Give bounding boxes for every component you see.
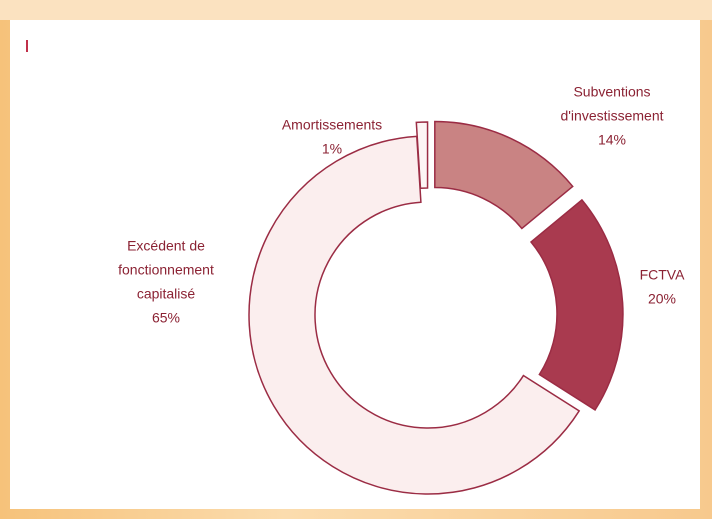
segment-label: Amortissements bbox=[282, 117, 382, 133]
value-label: 20% bbox=[648, 291, 676, 307]
segment-label: d'investissement bbox=[560, 108, 663, 124]
donut-segment bbox=[415, 121, 429, 190]
value-label: 65% bbox=[152, 310, 180, 326]
segment-label: Excédent de bbox=[127, 238, 205, 254]
value-label: 14% bbox=[598, 132, 626, 148]
value-label: 1% bbox=[322, 141, 342, 157]
top-band bbox=[0, 0, 712, 20]
donut-segment bbox=[529, 198, 624, 411]
donut-segment bbox=[434, 120, 574, 230]
segment-label: fonctionnement bbox=[118, 262, 214, 278]
marker bbox=[26, 40, 28, 52]
donut-segment bbox=[248, 135, 581, 495]
segment-label: FCTVA bbox=[640, 267, 686, 283]
segment-label: capitalisé bbox=[137, 286, 196, 302]
segment-label: Subventions bbox=[573, 84, 650, 100]
